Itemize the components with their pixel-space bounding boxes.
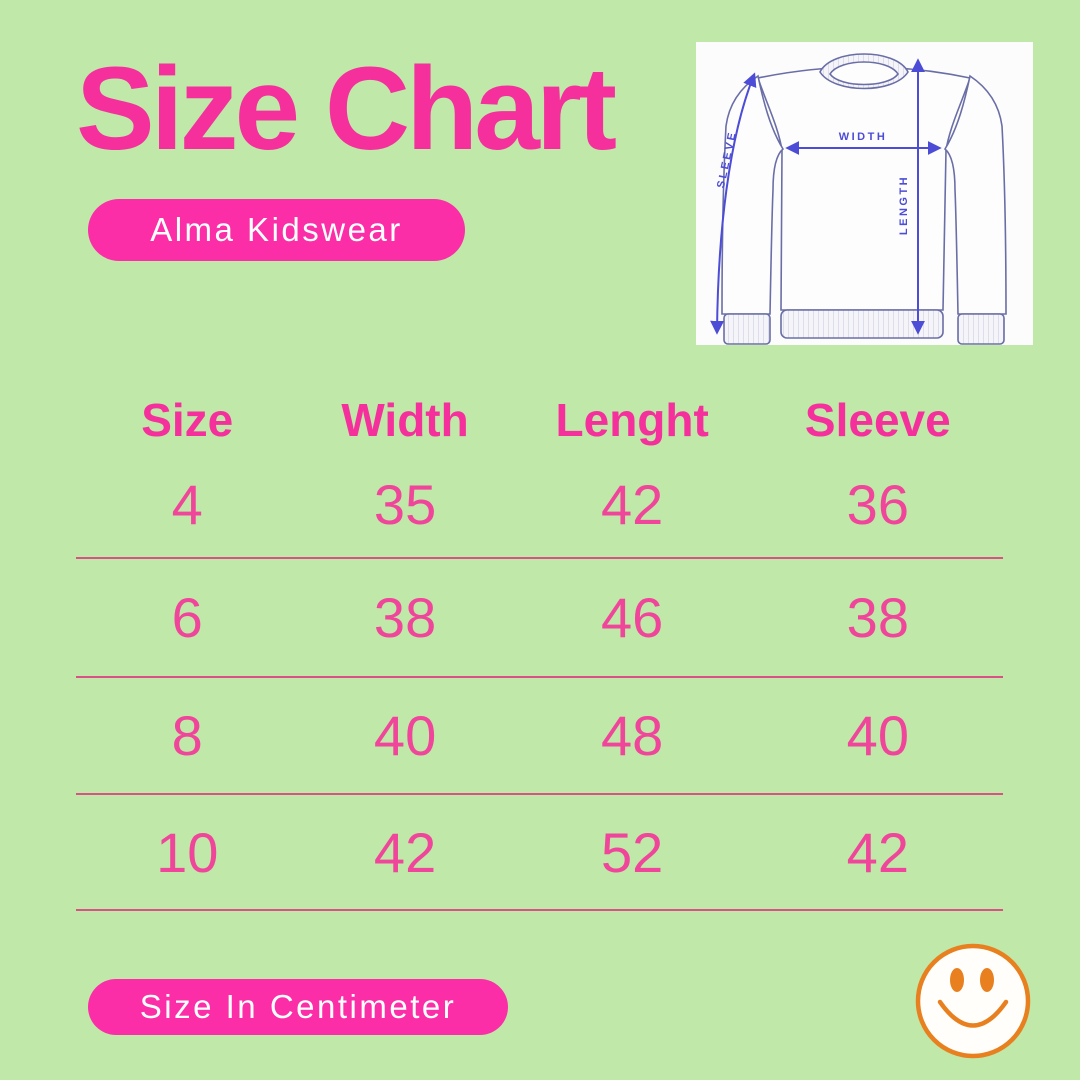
dimension-arrows xyxy=(710,58,942,335)
table-cell: 42 xyxy=(373,820,437,884)
table-cell: 40 xyxy=(373,704,437,767)
size-table-header: Size Width Lenght Sleeve xyxy=(76,388,1003,452)
size-table: Size Width Lenght Sleeve 4 35 42 36 6 38… xyxy=(76,388,1003,911)
column-header-sleeve: Sleeve xyxy=(804,394,951,446)
sweater-diagram-svg: WIDTH LENGTH SLEEVE xyxy=(710,53,1007,345)
table-row: 8 40 48 40 xyxy=(76,678,1003,795)
table-cell: 36 xyxy=(846,473,909,536)
unit-badge-label: Size In Centimeter xyxy=(139,988,457,1025)
table-cell: 46 xyxy=(601,586,664,649)
unit-badge: Size In Centimeter xyxy=(88,979,508,1035)
table-cell: 48 xyxy=(601,704,664,767)
brand-badge: Alma Kidswear xyxy=(88,199,465,261)
table-cell: 42 xyxy=(846,820,909,884)
table-cell: 8 xyxy=(171,704,203,767)
table-cell: 10 xyxy=(156,820,219,884)
column-header-width: Width xyxy=(341,394,469,446)
column-header-lenght: Lenght xyxy=(555,394,709,446)
table-cell: 42 xyxy=(601,473,664,536)
sweater-outline xyxy=(721,53,1007,345)
width-label: WIDTH xyxy=(839,131,888,143)
table-row: 4 35 42 36 xyxy=(76,452,1003,559)
table-cell: 38 xyxy=(373,586,437,649)
brand-badge-label: Alma Kidswear xyxy=(150,211,403,248)
sleeve-arrow xyxy=(710,72,757,335)
table-cell: 6 xyxy=(171,586,203,649)
column-header-size: Size xyxy=(141,394,234,446)
table-cell: 35 xyxy=(373,473,437,536)
table-cell: 52 xyxy=(601,820,664,884)
table-cell: 40 xyxy=(846,704,909,767)
sweater-measurement-diagram: WIDTH LENGTH SLEEVE xyxy=(696,42,1033,345)
table-cell: 4 xyxy=(171,473,203,536)
table-row: 6 38 46 38 xyxy=(76,559,1003,678)
smiley-face-icon xyxy=(912,940,1034,1062)
table-row: 10 42 52 42 xyxy=(76,795,1003,911)
page-title: Size Chart xyxy=(76,43,617,175)
table-cell: 38 xyxy=(846,586,909,649)
length-label: LENGTH xyxy=(898,175,910,235)
